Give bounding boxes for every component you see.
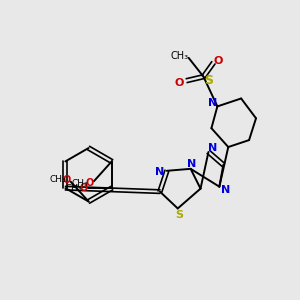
Text: O: O [63,175,71,185]
Text: N: N [208,98,217,108]
Text: CH₃: CH₃ [72,179,88,188]
Text: S: S [204,74,213,87]
Text: CH₃: CH₃ [50,175,66,184]
Text: N: N [221,184,230,195]
Text: O: O [86,178,94,188]
Text: N: N [155,167,164,177]
Text: S: S [176,210,184,220]
Text: N: N [187,159,196,169]
Text: O: O [214,56,223,66]
Text: CH₃: CH₃ [66,184,83,193]
Text: N: N [208,143,217,153]
Text: O: O [174,78,183,88]
Text: O: O [80,183,88,193]
Text: CH₃: CH₃ [171,51,189,61]
